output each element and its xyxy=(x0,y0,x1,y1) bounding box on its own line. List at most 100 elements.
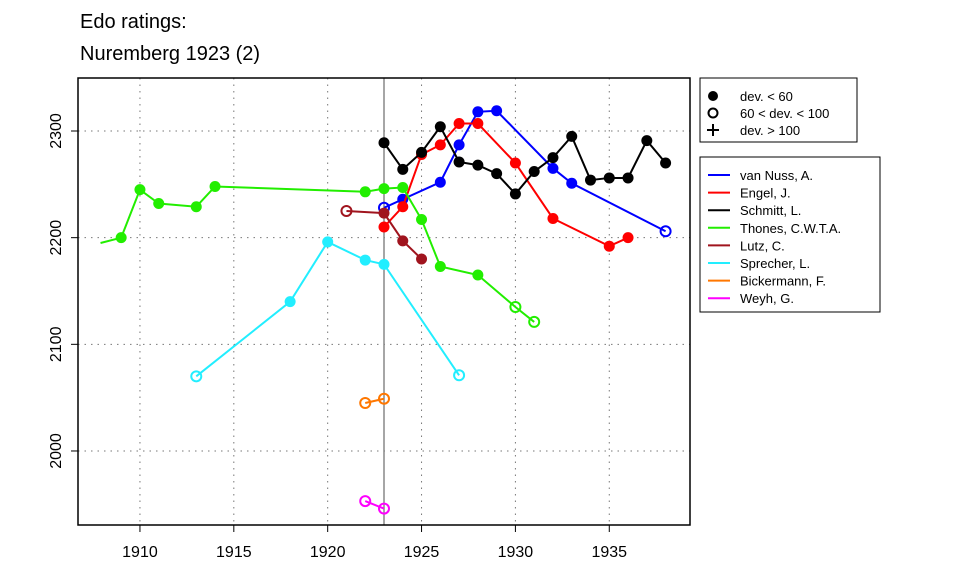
data-point-open xyxy=(378,392,390,405)
data-point xyxy=(378,258,390,270)
series-line xyxy=(346,210,423,260)
data-point xyxy=(134,184,146,196)
marker-legend-label: 60 < dev. < 100 xyxy=(740,106,829,121)
data-point-open xyxy=(378,502,390,515)
data-point xyxy=(434,121,446,133)
data-point xyxy=(566,177,578,189)
data-point xyxy=(209,180,221,192)
data-point xyxy=(378,137,390,149)
data-point xyxy=(397,182,409,194)
y-tick-label: 2100 xyxy=(48,326,65,362)
data-point xyxy=(378,183,390,195)
data-point xyxy=(528,166,540,178)
data-point xyxy=(434,260,446,272)
data-point xyxy=(472,159,484,171)
y-tick-label: 2200 xyxy=(48,220,65,256)
data-point xyxy=(284,296,296,308)
series-legend-label: Lutz, C. xyxy=(740,238,785,253)
y-tick-label: 2300 xyxy=(48,113,65,149)
data-point xyxy=(547,212,559,224)
data-point-open xyxy=(659,225,672,238)
plot-frame xyxy=(77,77,691,526)
data-point xyxy=(416,253,428,265)
data-point xyxy=(603,240,615,252)
data-point xyxy=(622,172,634,184)
data-point xyxy=(472,269,484,281)
x-tick-label: 1935 xyxy=(591,544,627,561)
series-schmitt-l- xyxy=(378,121,672,200)
series-van-nuss-a- xyxy=(378,105,672,238)
series-layer xyxy=(100,105,672,515)
data-point xyxy=(190,201,202,213)
series-legend-box xyxy=(699,156,881,313)
x-tick-label: 1910 xyxy=(122,544,158,561)
series-legend-label: Schmitt, L. xyxy=(740,203,801,218)
data-point xyxy=(641,135,653,147)
series-line xyxy=(364,500,385,510)
series-line xyxy=(195,240,460,378)
x-tick-label: 1925 xyxy=(404,544,440,561)
data-point xyxy=(397,163,409,175)
data-point xyxy=(660,157,672,169)
grid xyxy=(78,78,690,525)
filled-circle-icon xyxy=(708,91,718,101)
marker-legend-label: dev. > 100 xyxy=(740,123,800,138)
series-sprecher-l- xyxy=(190,236,466,383)
series-legend-label: Thones, C.W.T.A. xyxy=(740,221,841,236)
marker-legend-label: dev. < 60 xyxy=(740,89,793,104)
data-point xyxy=(491,105,503,117)
series-legend-label: van Nuss, A. xyxy=(740,168,813,183)
marker-legend: dev. < 60 60 < dev. < 100 dev. > 100 xyxy=(699,77,858,143)
y-tick-label: 2000 xyxy=(48,433,65,469)
data-point-open xyxy=(453,369,466,382)
data-point xyxy=(453,139,465,151)
data-point xyxy=(416,214,428,226)
x-tick-label: 1915 xyxy=(216,544,252,561)
series-line xyxy=(383,124,667,196)
data-point xyxy=(378,207,390,219)
data-point xyxy=(397,201,409,213)
data-point xyxy=(434,176,446,188)
series-bickermann-f- xyxy=(359,392,390,409)
series-line xyxy=(383,122,629,248)
data-point xyxy=(453,156,465,168)
data-point xyxy=(359,186,371,198)
series-legend-label: Sprecher, L. xyxy=(740,256,810,271)
data-point xyxy=(491,168,503,180)
x-tick-label: 1930 xyxy=(498,544,534,561)
series-line xyxy=(383,109,667,233)
data-point xyxy=(153,198,165,210)
series-lutz-c- xyxy=(340,205,428,265)
data-point xyxy=(378,221,390,233)
open-circle-icon xyxy=(707,107,719,119)
data-point-open xyxy=(509,300,522,313)
series-weyh-g- xyxy=(359,495,390,515)
series-line xyxy=(365,397,385,404)
marker-legend-box xyxy=(699,77,858,143)
data-point xyxy=(322,236,334,248)
data-point-open xyxy=(190,370,203,383)
data-point-open xyxy=(528,315,541,328)
chart-title-line-2: Nuremberg 1923 (2) xyxy=(80,43,260,65)
x-tick-label: 1920 xyxy=(310,544,346,561)
data-point xyxy=(397,235,409,247)
data-point xyxy=(115,232,127,244)
chart-title-line-1: Edo ratings: xyxy=(80,11,187,33)
series-legend: van Nuss, A. Engel, J. Schmitt, L. Thones, … xyxy=(699,156,881,313)
series-thones-c-w-t-a- xyxy=(100,180,541,328)
data-point xyxy=(453,118,465,130)
data-point xyxy=(603,172,615,184)
data-point xyxy=(434,139,446,151)
data-point xyxy=(547,162,559,174)
data-point-open xyxy=(340,205,353,218)
data-point xyxy=(547,152,559,164)
series-engel-j- xyxy=(378,118,634,252)
data-point xyxy=(622,232,634,244)
data-point-open xyxy=(359,396,372,409)
data-point-open xyxy=(359,495,372,508)
series-legend-label: Engel, J. xyxy=(740,186,791,201)
data-point xyxy=(509,157,521,169)
data-point xyxy=(416,146,428,158)
data-point xyxy=(359,254,371,266)
